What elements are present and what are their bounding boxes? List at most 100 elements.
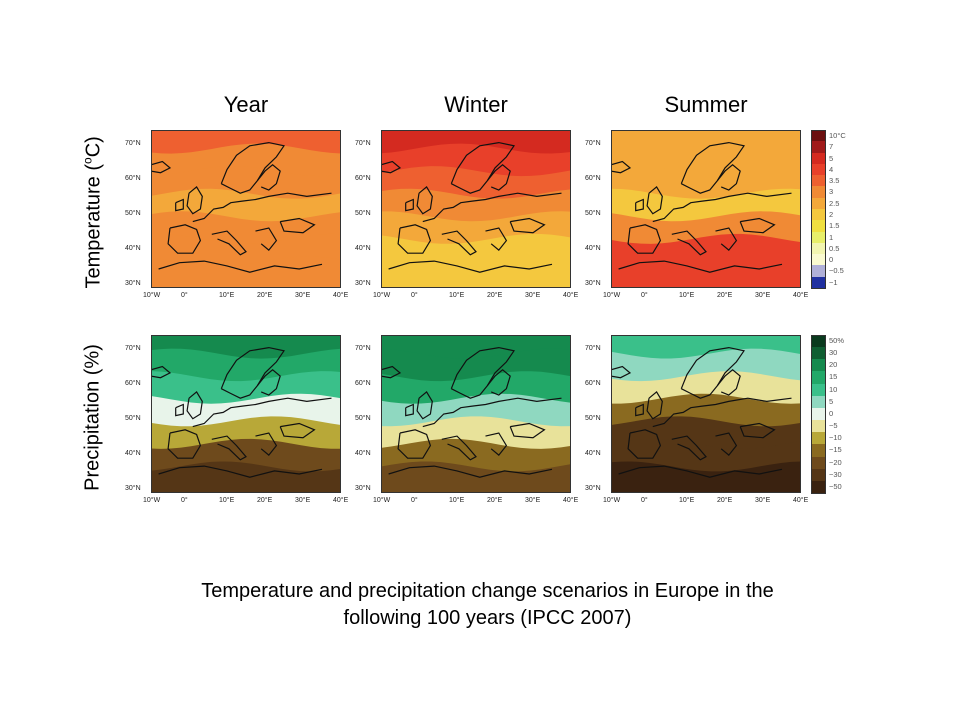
coastline xyxy=(441,435,477,461)
temperature-colorbar-swatch xyxy=(811,152,825,165)
coastline xyxy=(416,185,433,215)
precipitation-colorbar-label: 0 xyxy=(829,408,834,418)
lon-tick-label: 40°E xyxy=(563,292,579,299)
map-panel-temperature-year xyxy=(151,130,341,288)
precipitation-colorbar-label: −10 xyxy=(829,433,842,443)
map-svg xyxy=(381,335,571,493)
coastline xyxy=(652,397,792,428)
temperature-colorbar-label: 10°C xyxy=(829,131,846,140)
lat-tick-label: 50°N xyxy=(125,415,141,422)
precipitation-colorbar-swatch xyxy=(811,420,825,433)
lon-tick-label: 10°W xyxy=(143,497,161,504)
lat-tick-label: 50°N xyxy=(125,210,141,217)
coastline xyxy=(671,435,707,461)
coastline xyxy=(256,164,281,191)
coastline xyxy=(151,160,172,174)
coastline xyxy=(646,390,663,420)
precipitation-colorbar-swatch xyxy=(811,480,825,494)
column-title-winter: Winter xyxy=(444,92,508,117)
temperature-colorbar-label: −0.5 xyxy=(829,266,844,276)
temperature-colorbar-swatch xyxy=(811,141,825,154)
lon-tick-label: 10°E xyxy=(449,292,465,299)
coastline xyxy=(611,160,632,174)
lon-tick-label: 40°E xyxy=(333,497,349,504)
lat-tick-label: 40°N xyxy=(355,450,371,457)
lat-tick-label: 60°N xyxy=(585,175,601,182)
map-panel-precipitation-year xyxy=(151,335,341,493)
coastline xyxy=(192,192,332,223)
temperature-colorbar-label: 2.5 xyxy=(829,198,840,208)
precipitation-colorbar-label: 20 xyxy=(829,360,838,370)
lat-tick-label: 70°N xyxy=(585,345,601,352)
coastline xyxy=(485,432,508,456)
lon-tick-label: 20°E xyxy=(257,292,273,299)
precipitation-colorbar-label: −5 xyxy=(829,421,838,431)
precipitation-colorbar-label: −20 xyxy=(829,457,842,467)
lat-tick-label: 50°N xyxy=(585,210,601,217)
coastline xyxy=(422,192,562,223)
map-frame xyxy=(381,335,571,493)
coastline xyxy=(635,403,644,417)
map-band xyxy=(381,461,571,493)
precipitation-colorbar-swatch xyxy=(811,335,825,348)
temperature-colorbar-swatch xyxy=(811,130,825,142)
lon-tick-label: 10°W xyxy=(603,497,621,504)
coastline xyxy=(509,422,546,439)
lat-tick-label: 40°N xyxy=(355,245,371,252)
coastline xyxy=(450,141,516,194)
coastline xyxy=(680,346,746,399)
lat-tick-label: 40°N xyxy=(125,450,141,457)
lon-tick-label: 0° xyxy=(411,292,418,299)
column-title-summer: Summer xyxy=(664,92,748,117)
map-panel-precipitation-winter xyxy=(381,335,571,493)
coastline xyxy=(450,346,516,399)
lon-tick-label: 30°E xyxy=(295,497,311,504)
coastline xyxy=(680,141,746,194)
caption-line-1: Temperature and precipitation change sce… xyxy=(201,580,774,602)
lat-tick-label: 70°N xyxy=(125,345,141,352)
coastline xyxy=(186,390,203,420)
map-svg xyxy=(611,130,801,288)
lon-tick-label: 40°E xyxy=(563,497,579,504)
lon-tick-label: 0° xyxy=(411,497,418,504)
temperature-colorbar-swatch xyxy=(811,197,825,210)
temperature-colorbar-label: 0.5 xyxy=(829,243,840,253)
coastline xyxy=(486,369,511,396)
lon-tick-label: 10°W xyxy=(143,292,161,299)
lat-tick-label: 40°N xyxy=(585,245,601,252)
map-band xyxy=(381,256,571,288)
map-panel-precipitation-summer xyxy=(611,335,801,493)
map-svg xyxy=(611,335,801,493)
coastline xyxy=(381,365,402,379)
lat-tick-label: 60°N xyxy=(585,380,601,387)
coastline xyxy=(739,422,776,439)
precipitation-colorbar-label: 15 xyxy=(829,372,838,382)
coastline xyxy=(255,432,278,456)
coastline xyxy=(397,429,432,459)
lon-tick-label: 20°E xyxy=(487,497,503,504)
lat-tick-label: 50°N xyxy=(355,415,371,422)
lon-tick-label: 20°E xyxy=(717,497,733,504)
lat-tick-label: 30°N xyxy=(355,280,371,287)
temperature-colorbar-label: −1 xyxy=(829,277,838,287)
precipitation-colorbar-label: 10 xyxy=(829,384,838,394)
lat-tick-label: 60°N xyxy=(125,380,141,387)
coastline xyxy=(220,346,286,399)
lon-tick-label: 30°E xyxy=(525,292,541,299)
precipitation-colorbar-swatch xyxy=(811,371,825,385)
coastline xyxy=(255,227,278,251)
lat-tick-label: 60°N xyxy=(355,175,371,182)
precipitation-colorbar-swatch xyxy=(811,395,825,409)
lon-tick-label: 30°E xyxy=(525,497,541,504)
lat-tick-label: 70°N xyxy=(585,140,601,147)
coastline xyxy=(186,185,203,215)
coastline xyxy=(151,365,172,379)
precipitation-colorbar-swatch xyxy=(811,383,825,397)
coastline xyxy=(739,217,776,234)
coastline xyxy=(211,230,247,256)
coastline xyxy=(388,465,553,478)
lon-tick-label: 40°E xyxy=(793,497,809,504)
coastline xyxy=(220,141,286,194)
precipitation-colorbar-label: 5 xyxy=(829,396,834,406)
precipitation-colorbar-swatch xyxy=(811,444,825,458)
